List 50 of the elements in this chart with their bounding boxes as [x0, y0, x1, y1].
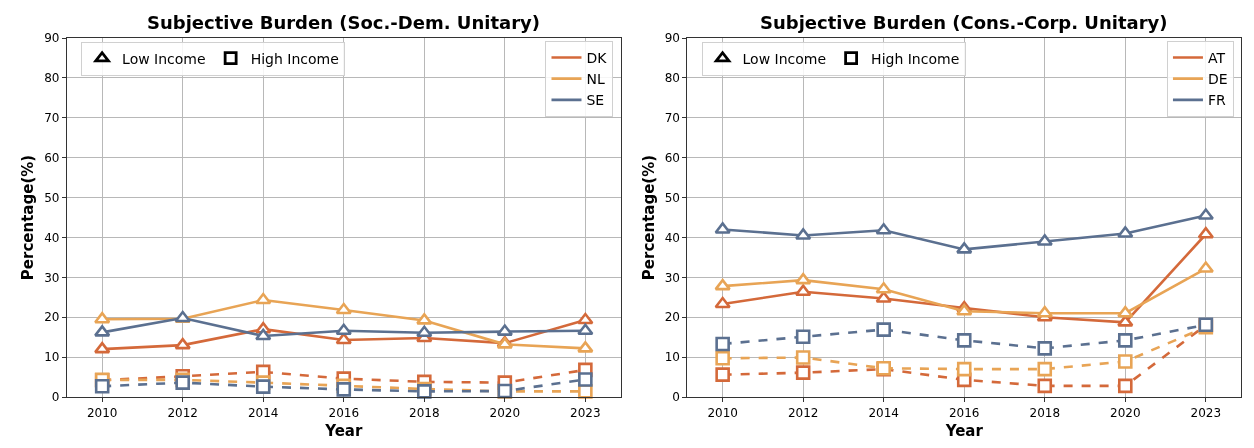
x-tick-label: 2023 [570, 405, 601, 420]
y-tick-label: 80 [44, 71, 60, 86]
y-tick-label: 70 [44, 110, 60, 125]
y-tick-label: 60 [44, 150, 60, 165]
legend-label: NL [586, 71, 605, 88]
y-tick-label: 50 [664, 190, 680, 205]
y-tick-label: 0 [672, 390, 680, 405]
legend-label: High Income [250, 50, 339, 67]
x-axis-title: Year [324, 421, 363, 440]
y-axis-title: Percentage(%) [639, 154, 658, 281]
y-tick-label: 10 [44, 350, 60, 365]
x-tick-label: 2012 [787, 405, 819, 420]
legend-label: AT [1207, 49, 1226, 66]
y-tick-label: 60 [664, 150, 680, 165]
x-tick-label: 2018 [409, 405, 440, 420]
y-tick-label: 80 [664, 71, 680, 86]
y-tick-label: 50 [44, 190, 60, 205]
x-tick-label: 2012 [167, 405, 198, 420]
y-tick-label: 30 [664, 270, 680, 285]
x-tick-label: 2020 [1110, 405, 1141, 420]
x-tick-label: 2016 [328, 405, 360, 420]
legend-label: FR [1207, 92, 1227, 109]
y-tick-label: 90 [664, 31, 680, 46]
y-tick-label: 40 [44, 230, 60, 245]
y-tick-label: 40 [664, 230, 680, 245]
y-tick-label: 0 [51, 390, 60, 405]
y-tick-label: 70 [664, 110, 680, 125]
x-tick-label: 2010 [86, 405, 118, 420]
y-tick-label: 20 [664, 310, 680, 325]
x-tick-label: 2010 [707, 405, 738, 420]
legend-label: Low Income [122, 50, 206, 67]
y-tick-label: 20 [44, 310, 60, 325]
x-tick-label: 2023 [1190, 405, 1222, 420]
x-axis-title: Year [944, 421, 984, 440]
legend-label: DK [586, 49, 608, 66]
legend-label: High Income [871, 50, 960, 67]
x-tick-label: 2018 [1029, 405, 1061, 420]
chart-title: Subjective Burden (Soc.-Dem. Unitary) [147, 12, 541, 33]
x-tick-label: 2020 [489, 405, 521, 420]
y-tick-label: 10 [664, 350, 680, 365]
y-tick-label: 30 [44, 270, 60, 285]
legend-label: DE [1207, 71, 1228, 88]
legend-label: SE [586, 92, 605, 109]
y-tick-label: 90 [44, 31, 60, 46]
x-tick-label: 2014 [247, 405, 279, 420]
y-axis-title: Percentage(%) [19, 154, 38, 281]
legend-label: Low Income [742, 50, 827, 67]
chart-title: Subjective Burden (Cons.-Corp. Unitary) [760, 12, 1168, 33]
x-tick-label: 2016 [948, 405, 980, 420]
x-tick-label: 2014 [868, 405, 899, 420]
